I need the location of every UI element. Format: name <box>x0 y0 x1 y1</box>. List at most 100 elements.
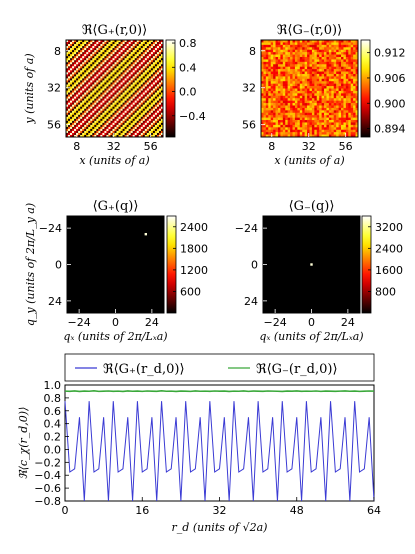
heatmap-cell <box>314 56 318 60</box>
heatmap-cell <box>275 100 279 104</box>
heatmap-cell <box>345 120 349 123</box>
heatmap-cell <box>285 73 288 77</box>
heatmap-cell <box>341 110 344 114</box>
heatmap-cell <box>287 134 291 138</box>
heatmap-cell <box>275 115 279 118</box>
heatmap-cell <box>290 44 293 48</box>
heatmap-cell <box>265 66 269 70</box>
heatmap-cell <box>130 58 133 61</box>
heatmap-cell <box>263 134 267 138</box>
heatmap-cell <box>118 76 121 79</box>
heatmap-cell <box>277 44 281 48</box>
heatmap-cell <box>90 90 93 93</box>
heatmap-cell <box>94 48 97 51</box>
heatmap-cell <box>294 93 298 97</box>
heatmap-cell <box>309 107 313 111</box>
heatmap-cell <box>152 50 156 53</box>
heatmap-cell <box>154 78 158 81</box>
heatmap-cell <box>268 95 271 99</box>
heatmap-cell <box>321 115 325 118</box>
heatmap-cell <box>290 66 293 70</box>
heatmap-cell <box>273 86 276 89</box>
heatmap-cell <box>134 78 138 81</box>
heatmap-cell <box>285 98 288 101</box>
heatmap-cell <box>158 96 162 99</box>
heatmap-cell <box>132 88 136 91</box>
heatmap-cell <box>84 48 87 51</box>
heatmap-cell <box>261 98 264 101</box>
heatmap-cell <box>309 76 313 80</box>
heatmap-cell <box>285 54 288 58</box>
heatmap-cell <box>114 48 117 51</box>
heatmap-cell <box>128 128 131 132</box>
heatmap-cell <box>321 107 325 111</box>
heatmap-cell <box>90 112 93 116</box>
heatmap-cell <box>122 74 125 77</box>
heatmap-cell <box>140 60 144 63</box>
heatmap-cell <box>280 129 284 133</box>
heatmap-cell <box>158 74 162 77</box>
heatmap-cell <box>90 48 93 51</box>
heatmap-cell <box>302 115 305 118</box>
heatmap-cell <box>341 64 344 67</box>
heatmap-cell <box>76 50 79 53</box>
heatmap-cell <box>132 44 136 47</box>
heatmap-cell <box>68 96 71 99</box>
heatmap-cell <box>343 54 347 58</box>
heatmap-cell <box>270 64 274 67</box>
heatmap-cell <box>134 126 138 130</box>
heatmap-cell <box>316 120 320 123</box>
heatmap-cell <box>273 69 276 72</box>
heatmap-cell <box>309 100 313 104</box>
colorbar-tick-label: 1200 <box>180 264 208 277</box>
heatmap-cell <box>84 122 87 126</box>
heatmap-cell <box>338 71 342 75</box>
y-tick-label: 32 <box>242 82 256 95</box>
heatmap-cell <box>98 86 101 89</box>
heatmap-cell <box>134 90 138 93</box>
heatmap-cell <box>98 66 101 69</box>
heatmap-cell <box>76 134 79 138</box>
heatmap-cell <box>84 60 87 63</box>
heatmap-cell <box>307 127 310 131</box>
heatmap-cell <box>138 134 142 138</box>
heatmap-cell <box>66 124 69 128</box>
heatmap-cell <box>333 59 337 63</box>
heatmap-cell <box>132 132 136 136</box>
heatmap-cell <box>116 76 119 79</box>
heatmap-cell <box>263 76 267 80</box>
heatmap-cell <box>102 120 105 124</box>
heatmap-cell <box>88 84 91 87</box>
heatmap-cell <box>158 56 162 59</box>
heatmap-cell <box>76 116 79 120</box>
heatmap-cell <box>112 68 115 71</box>
heatmap-cell <box>134 80 138 83</box>
heatmap-cell <box>90 102 93 105</box>
heatmap-cell <box>348 78 352 82</box>
heatmap-cell <box>285 88 288 92</box>
heatmap-cell <box>304 54 308 58</box>
heatmap-cell <box>98 64 101 67</box>
heatmap-cell <box>282 93 286 97</box>
heatmap-cell <box>112 126 115 130</box>
heatmap-cell <box>350 134 354 138</box>
heatmap-cell <box>134 128 138 132</box>
heatmap-cell <box>353 129 356 133</box>
heatmap-cell <box>316 95 320 99</box>
heatmap-cell <box>78 40 81 43</box>
heatmap-cell <box>328 56 332 60</box>
heatmap-cell <box>116 78 119 81</box>
heatmap-cell <box>314 52 318 55</box>
heatmap-cell <box>316 127 320 131</box>
heatmap-cell <box>287 112 291 116</box>
heatmap-cell <box>68 88 71 91</box>
heatmap-cell <box>287 88 291 92</box>
heatmap-cell <box>338 127 342 131</box>
heatmap-cell <box>302 61 305 65</box>
heatmap-cell <box>96 72 99 75</box>
heatmap-cell <box>311 117 315 121</box>
heatmap-cell <box>142 62 146 65</box>
heatmap-cell <box>321 42 325 46</box>
heatmap-cell <box>88 96 91 99</box>
